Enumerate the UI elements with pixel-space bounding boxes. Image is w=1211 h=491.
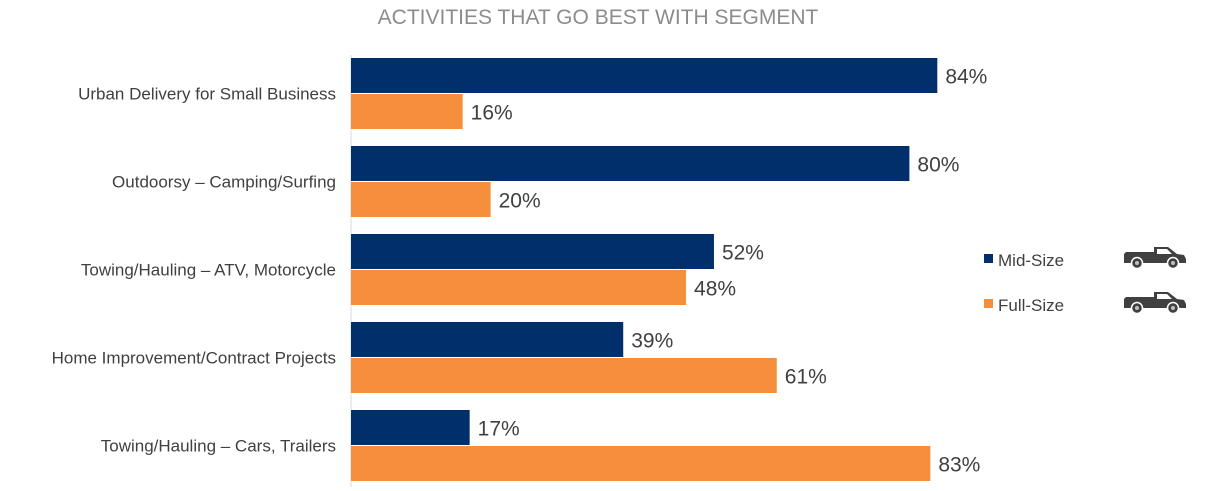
category-labels: Urban Delivery for Small Business Outdoor… [52,85,336,456]
data-label: 83% [938,454,980,477]
data-labels: 84% 16% 80% 20% 52% 48% 39% 61% 17% 83% [471,66,988,477]
category-label: Urban Delivery for Small Business [78,85,336,104]
legend: Mid-Size Full-Size [984,247,1186,315]
bar-full-size [351,446,931,481]
data-label: 80% [917,154,959,177]
data-label: 16% [471,102,513,125]
legend-swatch-full-size [984,299,993,308]
chart-title: ACTIVITIES THAT GO BEST WITH SEGMENT [378,6,819,29]
data-label: 20% [499,190,541,213]
legend-label: Full-Size [998,296,1064,315]
category-label: Towing/Hauling – Cars, Trailers [101,437,336,456]
bar-full-size [351,270,687,305]
data-label: 39% [631,330,673,353]
bar-full-size [351,182,491,217]
category-label: Home Improvement/Contract Projects [52,349,336,368]
data-label: 61% [785,366,827,389]
bar-full-size [351,358,777,393]
bar-mid-size [351,58,938,93]
bar-mid-size [351,146,910,181]
category-label: Towing/Hauling – ATV, Motorcycle [81,261,336,280]
pickup-truck-icon [1124,292,1186,315]
legend-label: Mid-Size [998,251,1064,270]
bar-mid-size [351,322,624,357]
category-label: Outdoorsy – Camping/Surfing [112,173,336,192]
data-label: 84% [945,66,987,89]
bar-mid-size [351,410,470,445]
bar-series [351,58,938,481]
legend-swatch-mid-size [984,254,993,263]
bar-full-size [351,94,463,129]
data-label: 52% [722,242,764,265]
bar-mid-size [351,234,714,269]
data-label: 17% [478,418,520,441]
data-label: 48% [694,278,736,301]
pickup-truck-icon [1124,247,1186,270]
